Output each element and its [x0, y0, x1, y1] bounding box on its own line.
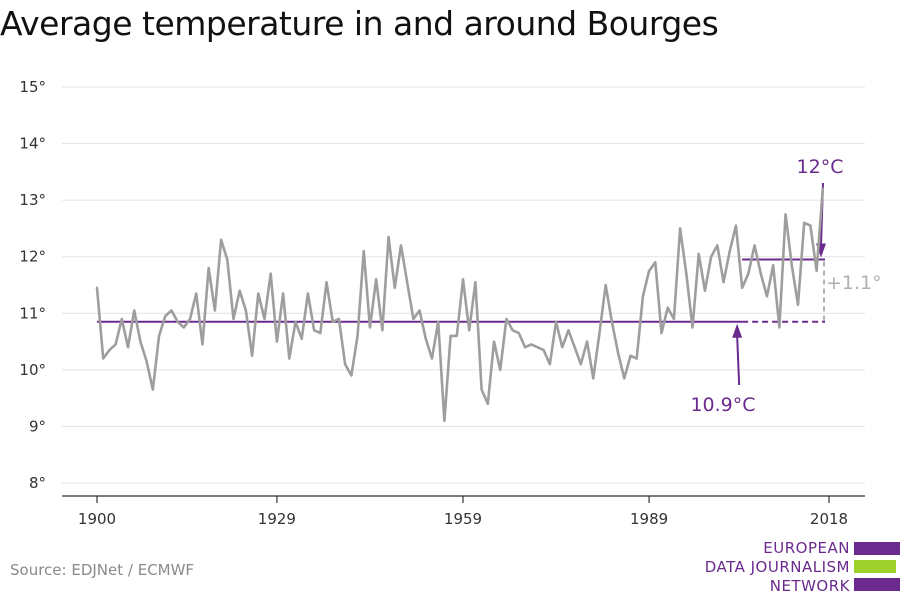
edjnet-logo[interactable]: EUROPEAN DATA JOURNALISM NETWORK: [700, 539, 900, 595]
y-tick-label: 8°: [29, 474, 46, 492]
chart-title: Average temperature in and around Bourge…: [0, 4, 719, 43]
logo-line-2: DATA JOURNALISM: [704, 558, 850, 576]
x-tick-label: 1900: [78, 510, 116, 528]
logo-bar-purple-top: [854, 542, 900, 555]
arrow-109c-head: [732, 323, 743, 338]
y-axis-ticks: 8° 9° 10° 11° 12° 13° 14° 15°: [19, 78, 46, 492]
y-tick-label: 15°: [19, 78, 46, 96]
x-tick-label: 1929: [258, 510, 296, 528]
x-tick-label: 1989: [630, 510, 668, 528]
temperature-series: [95, 187, 825, 423]
annotation-12c: 12°C: [797, 156, 844, 178]
logo-line-3: NETWORK: [769, 577, 850, 595]
y-tick-label: 14°: [19, 135, 46, 153]
y-tick-label: 12°: [19, 248, 46, 266]
y-tick-label: 9°: [29, 417, 46, 435]
y-tick-label: 11°: [19, 304, 46, 322]
source-note: Source: EDJNet / ECMWF: [10, 561, 195, 579]
annotations: 12°C 10.9°C +1.1°: [690, 156, 881, 416]
annotation-delta: +1.1°: [826, 272, 882, 294]
logo-line-1: EUROPEAN: [763, 539, 850, 557]
logo-bar-green: [854, 560, 896, 573]
logo-bar-purple-bottom: [854, 578, 900, 591]
grid-lines: [62, 86, 865, 484]
x-axis: 1900 1929 1959 1989 2018: [62, 495, 865, 528]
temperature-line: [95, 187, 825, 423]
y-tick-label: 10°: [19, 361, 46, 379]
annotation-10-9c: 10.9°C: [690, 394, 755, 416]
arrow-109c-shaft: [736, 335, 741, 386]
x-tick-label: 1959: [444, 510, 482, 528]
x-tick-label: 2018: [810, 510, 848, 528]
y-tick-label: 13°: [19, 191, 46, 209]
